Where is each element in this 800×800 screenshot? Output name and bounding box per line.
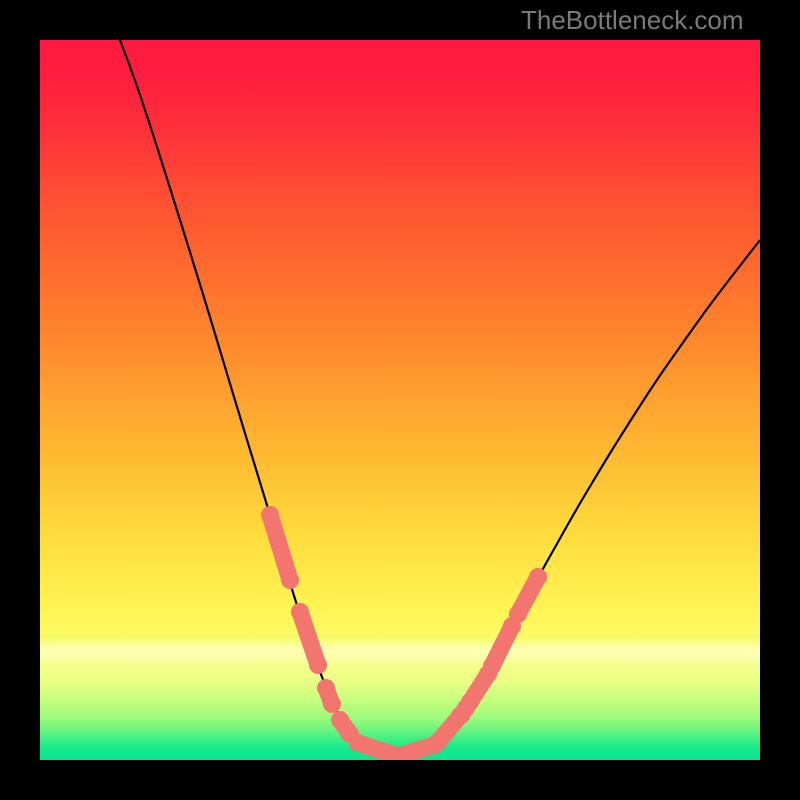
marker-dot (483, 657, 501, 675)
marker-dot (309, 656, 327, 674)
marker-dot (429, 733, 447, 751)
marker-dot (509, 605, 527, 623)
marker-dot (529, 568, 547, 586)
marker-dot (291, 603, 309, 621)
marker-dot (323, 695, 341, 713)
marker-dot (317, 679, 335, 697)
marker-dot (349, 734, 367, 752)
marker-dot (389, 747, 407, 765)
watermark: TheBottleneck.com (521, 5, 744, 36)
plot-background (40, 40, 760, 760)
marker-dot (281, 571, 299, 589)
marker-dot (461, 693, 479, 711)
chart-svg (0, 0, 800, 800)
marker-dot (261, 506, 279, 524)
